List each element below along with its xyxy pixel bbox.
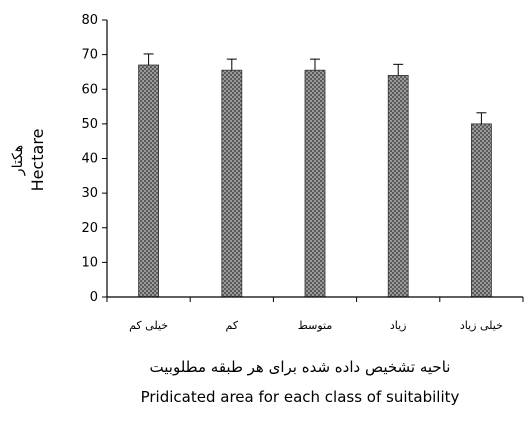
bar — [304, 69, 326, 298]
x-tick-label: کم — [226, 319, 239, 332]
y-tick-label: 60 — [81, 82, 98, 97]
y-tick-label: 0 — [90, 290, 98, 305]
error-bars-layer — [143, 53, 487, 124]
bars-layer — [138, 64, 492, 298]
y-tick-label: 80 — [81, 13, 98, 28]
x-axis-label-en: Pridicated area for each class of suitab… — [141, 388, 460, 406]
y-tick-label: 30 — [81, 186, 98, 201]
y-axis-label-fa: هکتار — [10, 145, 26, 176]
x-axis-label-fa: ناحیه تشخیص داده شده برای هر طبقه مطلوبی… — [150, 358, 451, 376]
bar — [138, 64, 160, 298]
y-tick-label: 50 — [81, 117, 98, 132]
y-tick-label: 70 — [81, 48, 98, 63]
x-tick-label: متوسط — [298, 319, 333, 332]
x-tick-labels: خیلی کم کم متوسط زیاد خیلی زیاد — [129, 319, 503, 332]
x-tick-label: زیاد — [390, 319, 407, 332]
y-tick-label: 20 — [81, 221, 98, 236]
bar — [221, 69, 243, 298]
y-tick-labels: 0 10 20 30 40 50 60 70 80 — [81, 13, 98, 305]
bar — [470, 123, 492, 298]
x-tick-label: خیلی زیاد — [460, 319, 503, 332]
x-tick-label: خیلی کم — [129, 319, 168, 332]
axes-layer — [102, 19, 524, 302]
y-tick-label: 10 — [81, 255, 98, 270]
y-tick-label: 40 — [81, 152, 98, 167]
y-axis-label-en: Hectare — [28, 129, 47, 192]
bar — [387, 75, 409, 298]
